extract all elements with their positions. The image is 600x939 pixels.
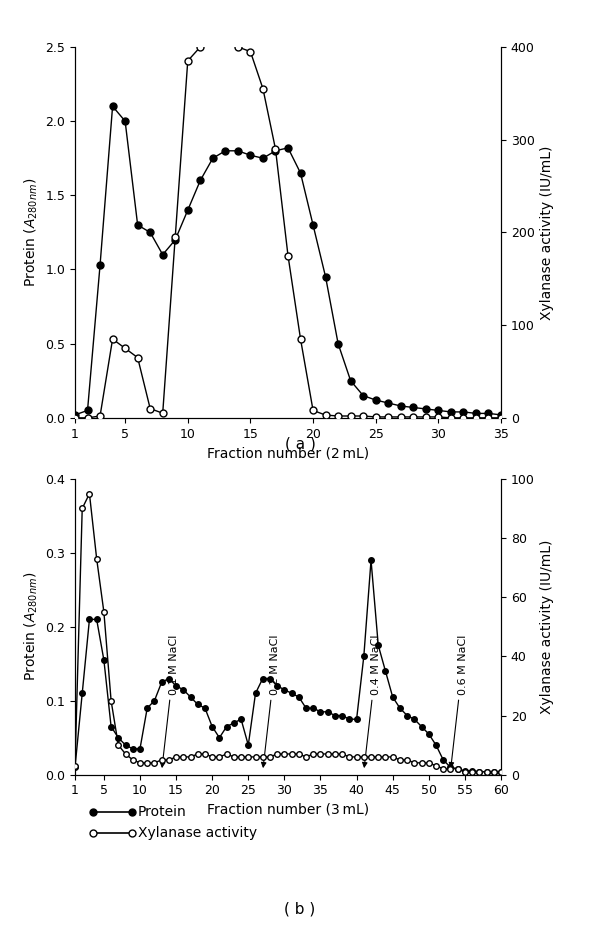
Text: Xylanase activity: Xylanase activity [138,826,257,839]
Text: 0.6 M NaCl: 0.6 M NaCl [449,634,467,767]
Text: ( b ): ( b ) [284,901,316,916]
Text: Protein: Protein [138,806,187,819]
Y-axis label: Xylanase activity (IU/mL): Xylanase activity (IU/mL) [540,146,554,319]
Text: 0.2 M NaCl: 0.2 M NaCl [262,634,280,767]
Y-axis label: Protein ($A_{280nm}$): Protein ($A_{280nm}$) [22,572,40,682]
X-axis label: Fraction number (2 mL): Fraction number (2 mL) [207,446,369,460]
Text: 0.1 M NaCl: 0.1 M NaCl [160,634,179,767]
Y-axis label: Xylanase activity (IU/mL): Xylanase activity (IU/mL) [540,540,554,714]
Text: 0.4 M NaCl: 0.4 M NaCl [362,634,381,767]
Text: ( a ): ( a ) [284,437,316,452]
Y-axis label: Protein ($A_{280nm}$): Protein ($A_{280nm}$) [22,177,40,287]
X-axis label: Fraction number (3 mL): Fraction number (3 mL) [207,803,369,817]
